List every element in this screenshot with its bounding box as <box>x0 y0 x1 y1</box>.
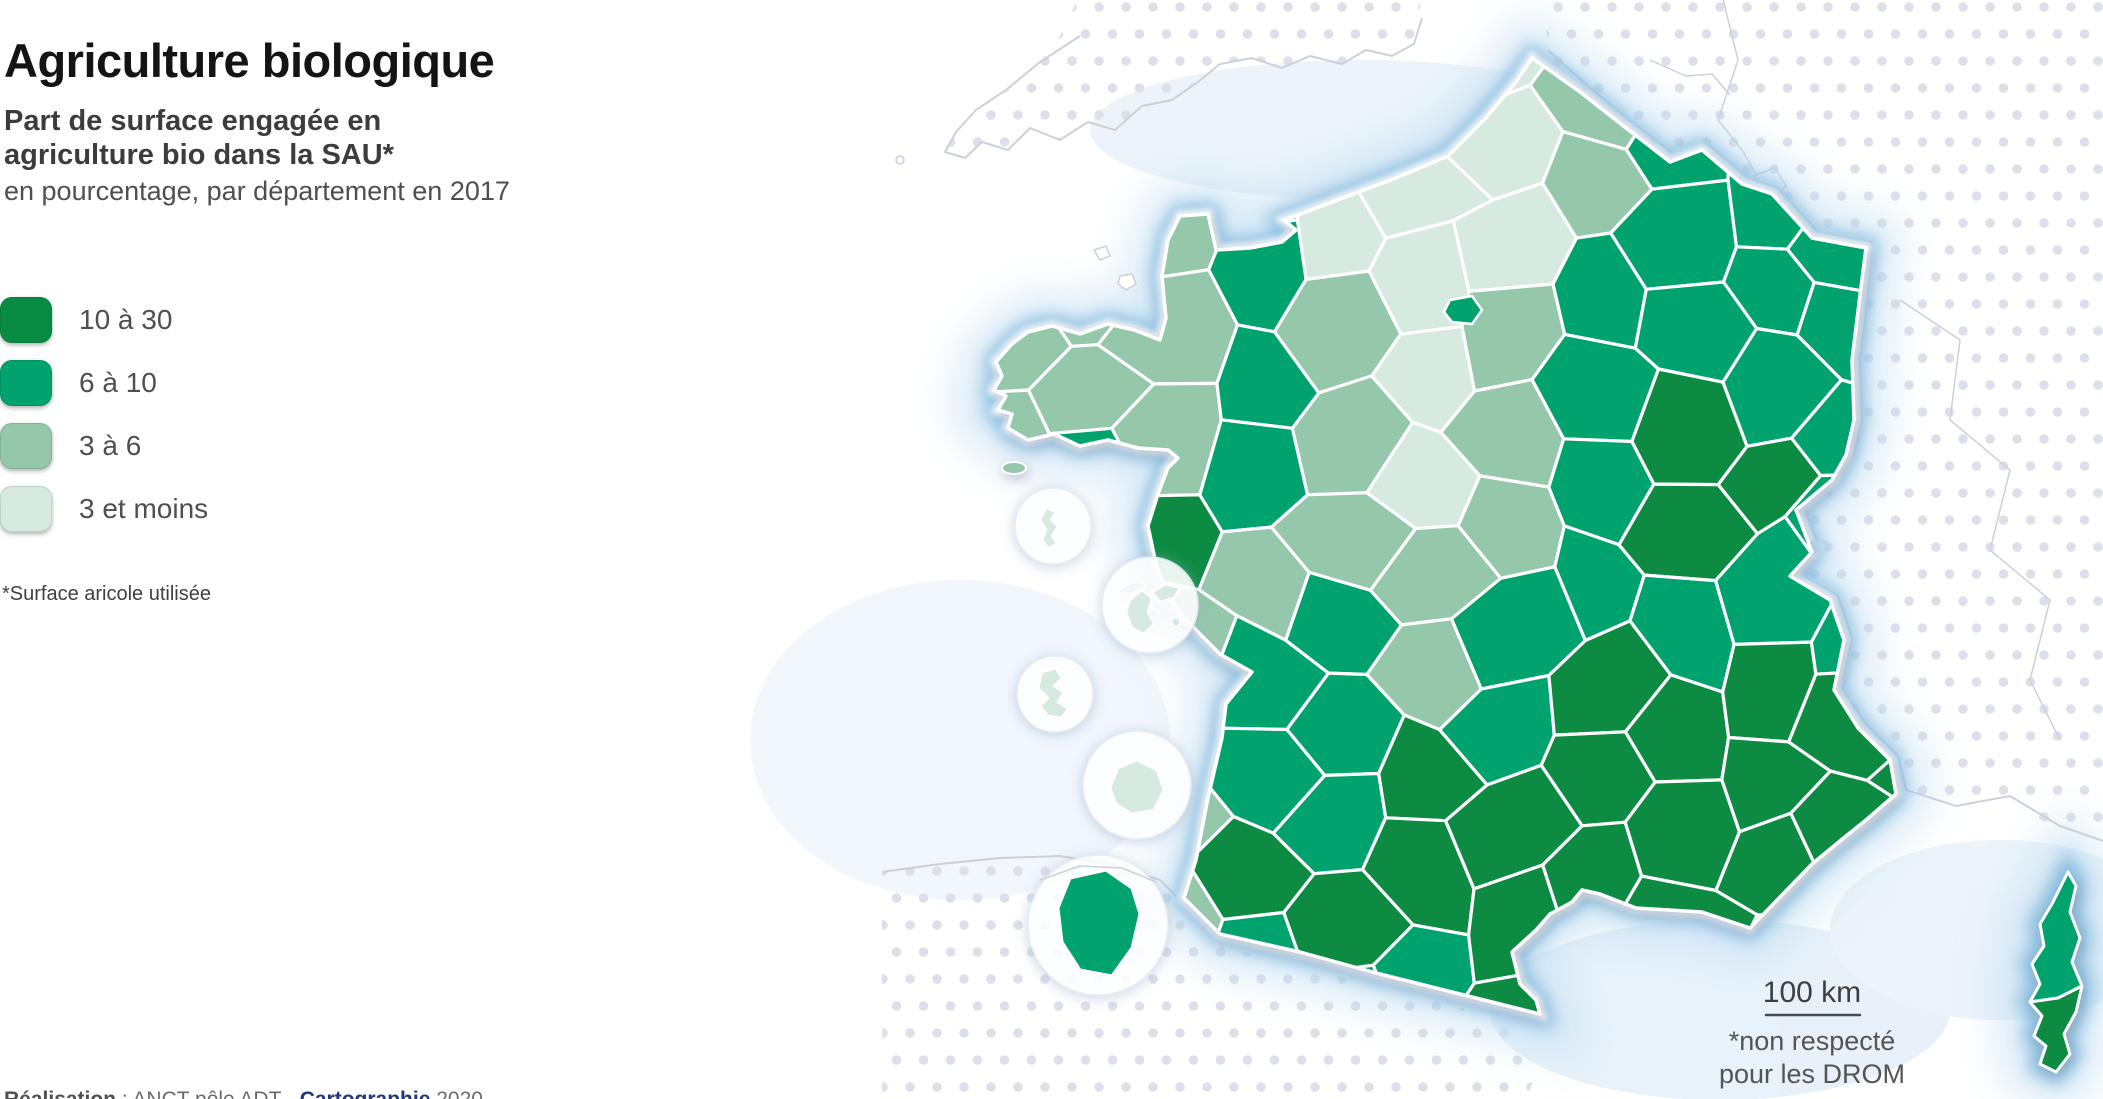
legend-swatch-3-moins <box>0 486 52 532</box>
credits-realisation-label: Réalisation <box>4 1088 116 1099</box>
corsica <box>2028 870 2084 1074</box>
guyane-neighbor-border <box>1039 865 1157 883</box>
page-title: Agriculture biologique <box>4 34 495 88</box>
guadeloupe-grande-terre <box>1150 582 1182 604</box>
map-subtitle: Part de surface engagée en agriculture b… <box>4 104 394 172</box>
map-legend: 10 à 30 6 à 10 3 à 6 3 et moins <box>0 297 208 549</box>
scale-bar: 100 km <box>1763 976 1862 1017</box>
guadeloupe-islet <box>1170 616 1182 628</box>
credits-block: Réalisation : ANCT pôle ADT - Cartograph… <box>4 1032 655 1099</box>
la-reunion-island <box>1108 758 1166 816</box>
credits-year: 2020 <box>430 1088 483 1099</box>
legend-label: 3 à 6 <box>79 430 142 461</box>
credits-realisation-text: : ANCT pôle ADT - <box>116 1088 300 1099</box>
drom-martinique <box>1016 655 1094 733</box>
drom-note-line-1: *non respecté <box>1729 1026 1896 1056</box>
legend-item: 10 à 30 <box>0 297 208 343</box>
legend-item: 6 à 10 <box>0 360 208 406</box>
switzerland-italy-border <box>1899 299 2061 741</box>
guadeloupe-basse-terre <box>1124 588 1156 636</box>
credits-realisation: Réalisation : ANCT pôle ADT - Cartograph… <box>4 1086 655 1099</box>
scilly-isle <box>895 155 905 165</box>
legend-label: 10 à 30 <box>79 304 173 335</box>
country-belgium-germany-italy <box>1544 0 2103 845</box>
drom-la-reunion <box>1082 730 1192 840</box>
legend-label: 3 et moins <box>79 493 209 524</box>
drom-insets <box>1014 487 1199 996</box>
paris-department <box>1442 294 1484 326</box>
drom-scale-note: *non respecté pour les DROM <box>1719 1026 1905 1089</box>
netherlands-border <box>1649 59 1731 96</box>
drom-note-line-2: pour les DROM <box>1719 1059 1905 1089</box>
france-outline <box>992 56 1898 1016</box>
legend-swatch-6-10 <box>0 360 52 406</box>
legend-item: 3 à 6 <box>0 423 208 469</box>
subtitle-line-1: Part de surface engagée en <box>4 105 382 137</box>
credits-brand: Cartographie <box>300 1088 431 1099</box>
legend-item: 3 et moins <box>0 486 208 532</box>
corsica-corse-du-sud <box>2028 984 2084 1074</box>
legend-swatch-3-6 <box>0 423 52 469</box>
subtitle-line-3: en pourcentage, par département en 2017 <box>4 176 510 206</box>
france-choropleth-map: 100 km *non respecté pour les DROM <box>660 0 2103 1099</box>
legend-label: 6 à 10 <box>79 367 157 398</box>
drom-mayotte <box>1014 487 1092 565</box>
country-england <box>945 0 1422 158</box>
corsica-haute-corse <box>2028 870 2084 1004</box>
drom-guyane <box>1027 854 1169 996</box>
legend-swatch-10-30 <box>0 297 52 343</box>
belle-ile <box>1001 461 1027 475</box>
scale-label: 100 km <box>1763 976 1861 1009</box>
mayotte-island <box>1038 506 1060 550</box>
guyane-territory <box>1056 868 1142 978</box>
sau-footnote: *Surface aricole utilisée <box>2 583 211 605</box>
subtitle-line-2: agriculture bio dans la SAU* <box>4 139 394 171</box>
martinique-island <box>1036 666 1070 720</box>
drom-guadeloupe <box>1101 556 1199 654</box>
channel-islands <box>1092 245 1137 291</box>
england-coastline <box>943 17 1423 160</box>
